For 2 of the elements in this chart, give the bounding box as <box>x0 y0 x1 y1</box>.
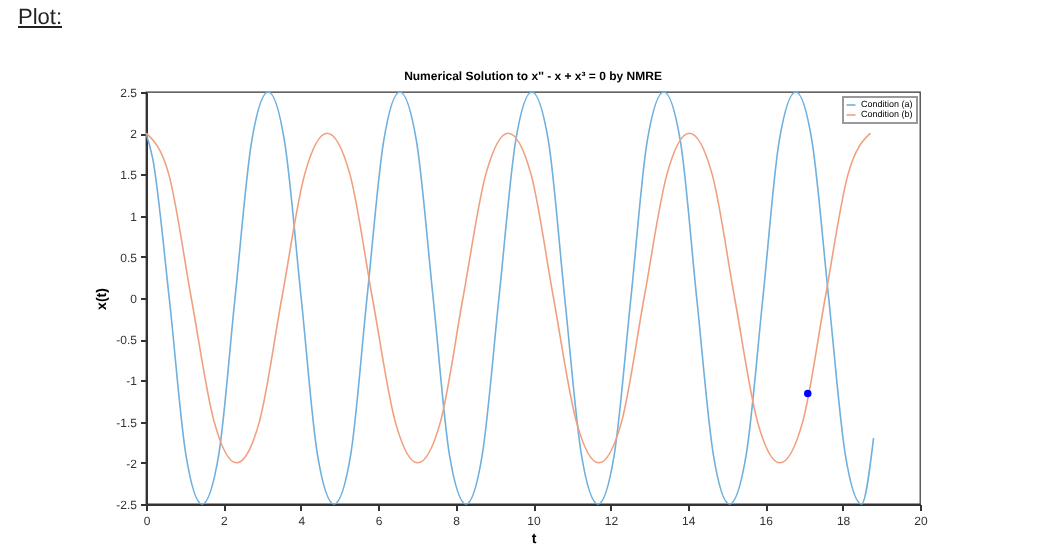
text: Plot: <box>18 6 63 30</box>
line-series <box>145 132 872 464</box>
